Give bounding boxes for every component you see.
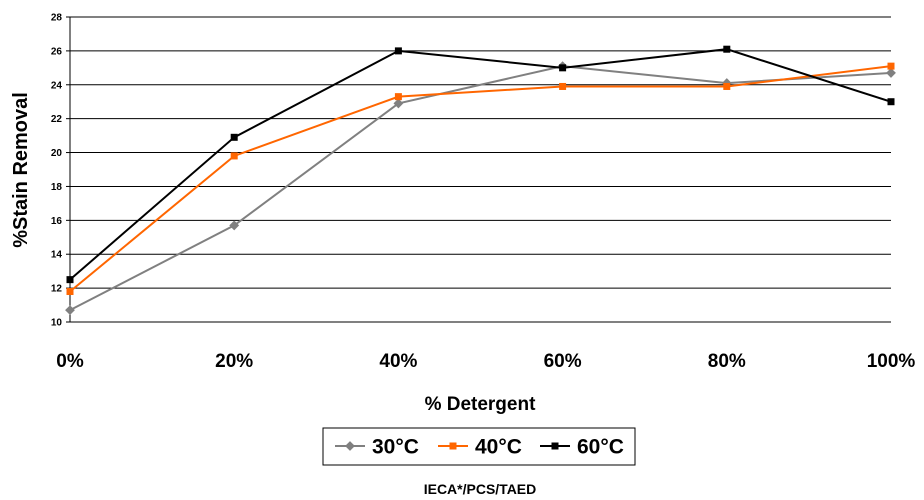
data-point: [65, 305, 75, 316]
x-tick-label: 100%: [867, 351, 916, 372]
data-point: [887, 98, 895, 106]
y-axis-title: %Stain Removal: [10, 92, 32, 248]
y-tick-labels: 10 12 14 16 18 20 22 24 26 28: [51, 13, 63, 329]
legend-swatch-marker: [449, 442, 457, 450]
data-point: [393, 98, 404, 109]
chart-caption: IECA*/PCS/TAED: [424, 481, 537, 497]
data-point: [723, 82, 731, 90]
series-line: [69, 65, 892, 312]
data-point: [66, 276, 74, 284]
data-point: [886, 68, 896, 78]
data-point: [394, 47, 402, 55]
legend-label: 30°C: [372, 436, 419, 459]
data-point: [230, 152, 238, 160]
data-point: [559, 64, 567, 72]
legend-swatch-marker: [345, 441, 355, 451]
legend-item: 40°C: [438, 436, 522, 459]
series-30°C: [65, 61, 896, 316]
x-tick-label: 0%: [56, 351, 84, 372]
legend-box: [322, 427, 636, 466]
series-line: [69, 65, 892, 293]
y-tick-label: 22: [51, 114, 63, 125]
legend-item: 60°C: [540, 436, 624, 459]
x-tick-label: 40%: [379, 351, 417, 372]
axes: [69, 17, 891, 323]
y-tick-label: 18: [51, 182, 63, 193]
x-axis-title: % Detergent: [425, 394, 537, 415]
y-tick-label: 16: [51, 216, 63, 227]
x-tick-label: 80%: [708, 351, 746, 372]
legend-swatch-marker: [551, 442, 559, 450]
data-point: [229, 220, 240, 231]
data-point: [66, 288, 74, 295]
legend-label: 60°C: [577, 436, 624, 459]
y-tick-label: 14: [51, 250, 63, 261]
series-40°C: [66, 62, 895, 295]
y-tick-label: 24: [51, 80, 63, 91]
data-point: [394, 93, 402, 101]
legend: 30°C 40°C 60°C: [322, 427, 636, 466]
data-point: [230, 133, 238, 141]
legend-label: 40°C: [475, 436, 522, 459]
series-line: [69, 48, 892, 281]
y-tick-label: 12: [51, 284, 63, 295]
x-tick-label: 20%: [215, 351, 253, 372]
x-tick-label: 60%: [544, 351, 582, 372]
data-point: [887, 62, 895, 70]
legend-item: 30°C: [335, 436, 419, 459]
y-tick-label: 20: [51, 148, 63, 159]
series-60°C: [66, 45, 895, 284]
data-point: [559, 82, 567, 90]
y-tick-label: 28: [51, 13, 63, 24]
data-point: [723, 45, 731, 53]
series-lines: [65, 45, 896, 316]
y-tick-label: 26: [51, 46, 63, 57]
y-tick-label: 10: [51, 318, 63, 329]
gridlines: [66, 16, 891, 323]
x-tick-labels: 0% 20% 40% 60% 80% 100%: [56, 351, 915, 372]
